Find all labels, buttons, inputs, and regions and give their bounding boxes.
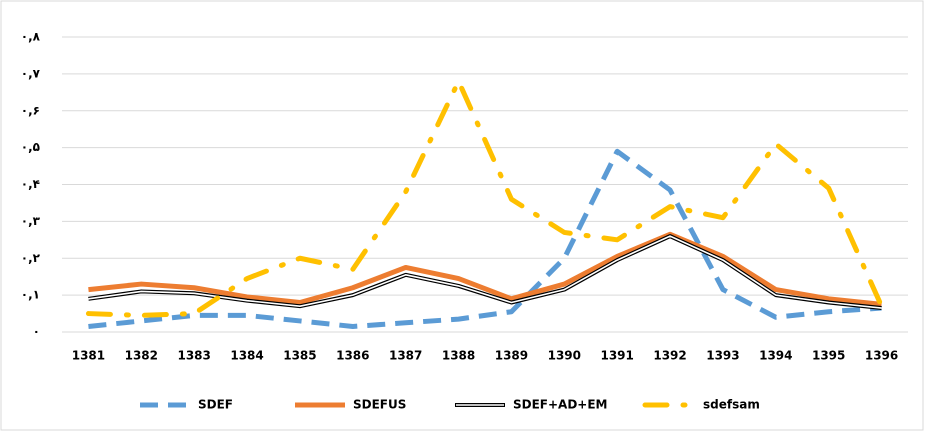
x-tick-label: 1389 [495,349,528,363]
legend-label: SDEF [198,398,233,412]
x-tick-label: 1382 [125,349,158,363]
x-tick-label: 1396 [865,349,898,363]
series-line [88,231,882,307]
y-tick-label: ۰ [33,325,40,339]
series-line [88,148,882,329]
series-line-core [88,235,882,309]
y-tick-label: ۰,۱ [21,288,40,302]
x-tick-label: 1384 [230,349,263,363]
legend-label: SDEFUS [353,398,406,412]
legend-label: SDEF+AD+EM [513,398,608,412]
x-tick-label: 1393 [706,349,739,363]
x-tick-label: 1394 [759,349,792,363]
x-tick-label: 1386 [336,349,369,363]
y-tick-label: ۰,۸ [21,30,41,44]
y-tick-label: ۰,۵ [21,140,40,154]
x-tick-label: 1395 [812,349,845,363]
x-tick-label: 1392 [653,349,686,363]
y-tick-label: ۰,۴ [21,177,40,191]
x-tick-label: 1387 [389,349,422,363]
x-tick-label: 1381 [72,349,105,363]
y-tick-label: ۰,۲ [21,251,41,265]
x-tick-label: 1391 [600,349,633,363]
y-tick-label: ۰,۷ [21,66,41,80]
y-tick-label: ۰,۳ [21,214,41,228]
legend-label: sdefsam [703,398,760,412]
x-tick-label: 1388 [442,349,475,363]
y-tick-label: ۰,۶ [21,103,40,117]
x-tick-label: 1383 [177,349,210,363]
x-tick-label: 1385 [283,349,316,363]
series-line [85,78,885,318]
x-tick-label: 1390 [548,349,581,363]
